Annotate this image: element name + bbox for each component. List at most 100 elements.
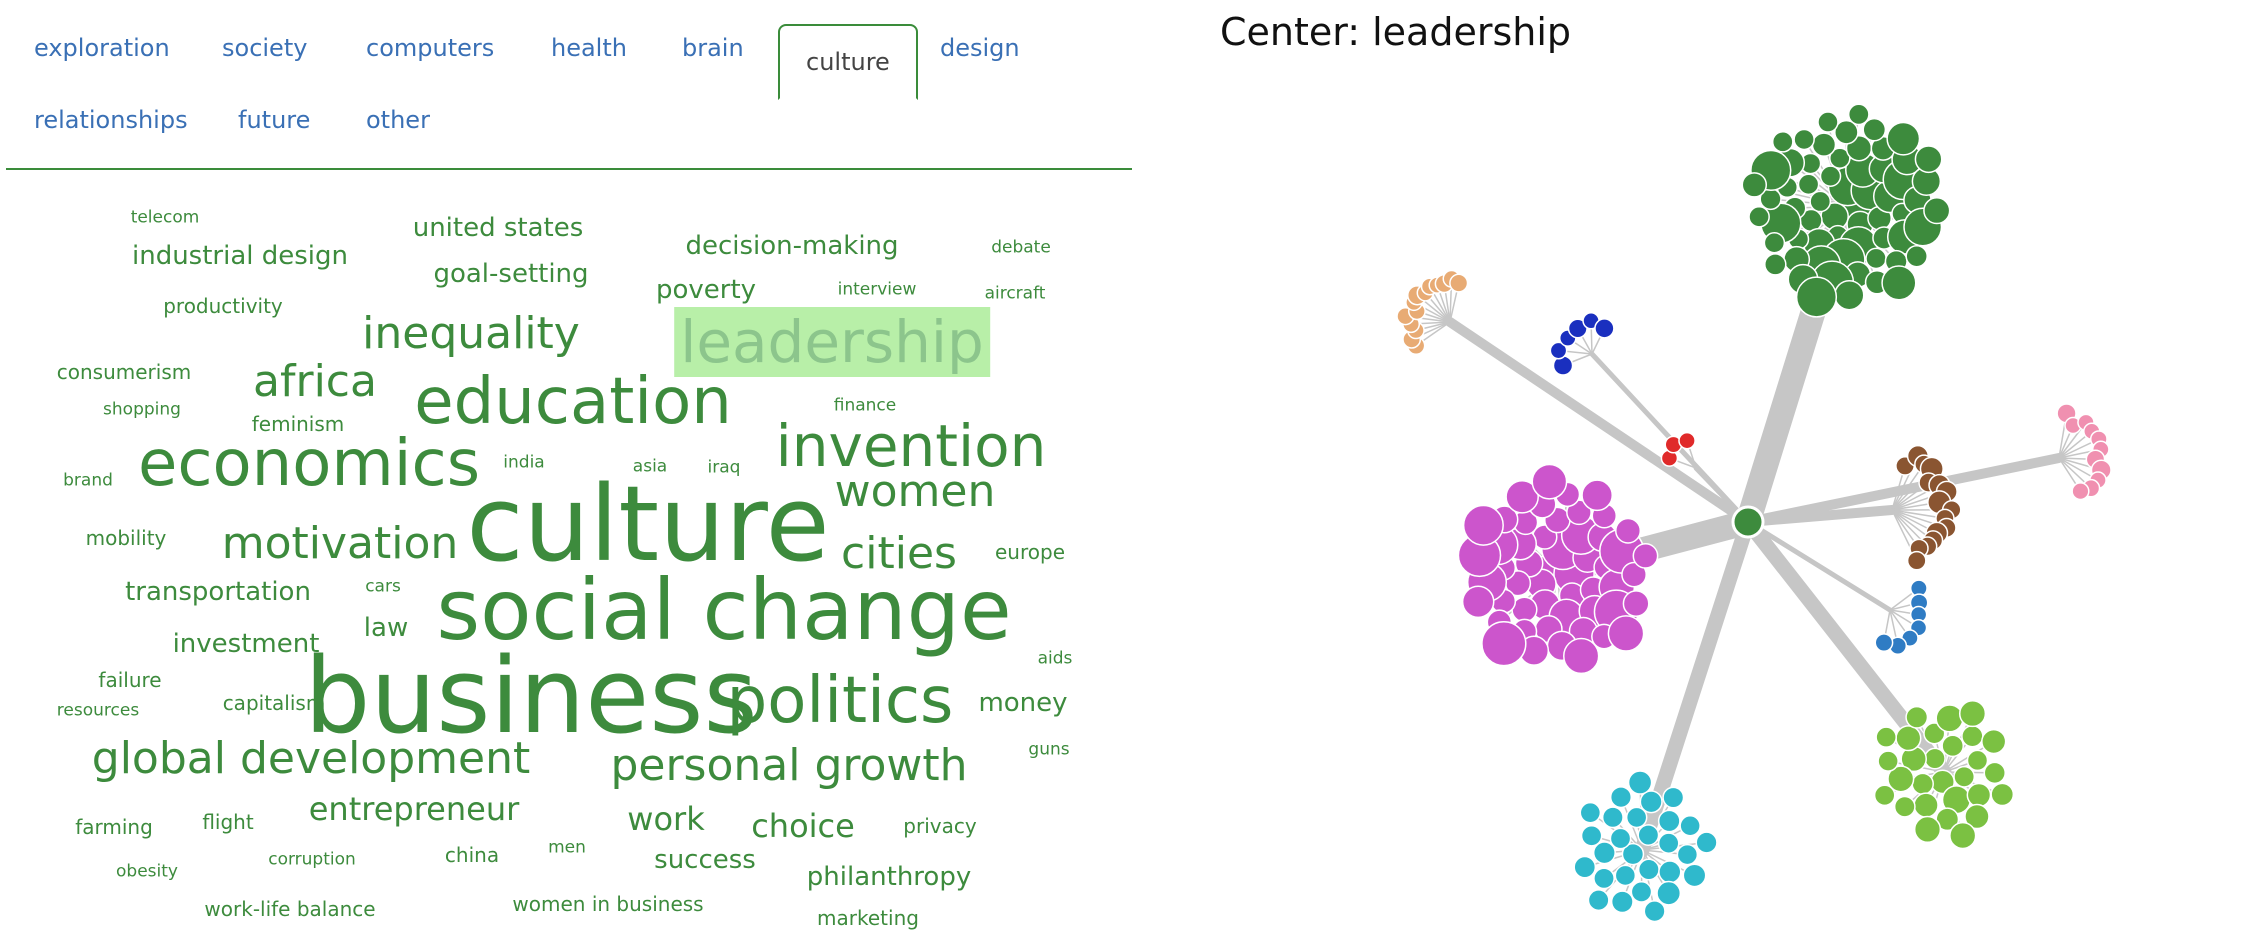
graph-node[interactable] — [1893, 795, 1916, 818]
graph-node[interactable] — [1531, 463, 1568, 500]
word-success[interactable]: success — [654, 845, 756, 875]
word-india[interactable]: india — [503, 452, 545, 473]
graph-node[interactable] — [1643, 900, 1666, 923]
tab-society[interactable]: society — [222, 34, 308, 62]
graph-node[interactable] — [1594, 318, 1615, 339]
word-interview[interactable]: interview — [837, 279, 917, 300]
graph-node[interactable] — [1887, 765, 1915, 793]
word-choice[interactable]: choice — [751, 807, 855, 845]
graph-node[interactable] — [1983, 761, 2006, 785]
graph-node[interactable] — [1981, 728, 2007, 755]
word-social-change[interactable]: social change — [436, 561, 1012, 659]
word-men[interactable]: men — [548, 837, 586, 858]
tab-relationships[interactable]: relationships — [34, 106, 188, 134]
graph-node[interactable] — [1886, 121, 1921, 156]
network-graph[interactable] — [1160, 70, 2248, 948]
graph-node[interactable] — [1795, 276, 1838, 318]
graph-node[interactable] — [1580, 824, 1603, 847]
word-work-life-balance[interactable]: work-life balance — [204, 897, 376, 921]
graph-node[interactable] — [1874, 633, 1894, 653]
word-women[interactable]: women — [834, 466, 996, 517]
word-privacy[interactable]: privacy — [903, 814, 977, 838]
graph-node[interactable] — [1587, 889, 1610, 912]
graph-node[interactable] — [1449, 273, 1469, 293]
word-brand[interactable]: brand — [63, 470, 113, 491]
graph-node[interactable] — [1566, 499, 1592, 526]
graph-node[interactable] — [1549, 341, 1568, 360]
word-aids[interactable]: aids — [1037, 648, 1073, 669]
tab-other[interactable]: other — [366, 106, 430, 134]
word-money[interactable]: money — [978, 688, 1068, 718]
word-business[interactable]: business — [304, 635, 758, 757]
word-finance[interactable]: finance — [833, 395, 897, 416]
word-debate[interactable]: debate — [991, 237, 1051, 258]
graph-node[interactable] — [1834, 119, 1859, 145]
word-goal-setting[interactable]: goal-setting — [433, 259, 589, 289]
word-economics[interactable]: economics — [137, 427, 481, 501]
tab-brain[interactable]: brain — [682, 34, 744, 62]
graph-node[interactable] — [1682, 863, 1707, 888]
word-personal-growth[interactable]: personal growth — [610, 740, 968, 791]
graph-node[interactable] — [1961, 725, 1984, 748]
graph-node[interactable] — [1462, 504, 1504, 546]
graph-node[interactable] — [1748, 206, 1770, 228]
graph-node[interactable] — [1763, 231, 1786, 254]
graph-node[interactable] — [1630, 880, 1653, 903]
tab-future[interactable]: future — [238, 106, 311, 134]
graph-node[interactable] — [1829, 147, 1851, 170]
word-investment[interactable]: investment — [172, 629, 320, 659]
word-women-in-business[interactable]: women in business — [512, 892, 704, 916]
word-decision-making[interactable]: decision-making — [685, 231, 899, 261]
graph-node[interactable] — [1581, 479, 1614, 512]
graph-node[interactable] — [1911, 772, 1934, 796]
graph-node[interactable] — [1819, 165, 1842, 187]
word-law[interactable]: law — [363, 613, 409, 643]
tab-health[interactable]: health — [551, 34, 627, 62]
word-cities[interactable]: cities — [841, 528, 957, 579]
graph-node[interactable] — [1657, 832, 1680, 854]
graph-node[interactable] — [1913, 815, 1942, 844]
graph-node[interactable] — [1966, 782, 1992, 808]
graph-node[interactable] — [1923, 747, 1946, 770]
word-motivation[interactable]: motivation — [221, 518, 459, 569]
graph-node[interactable] — [1941, 734, 1965, 758]
tab-exploration[interactable]: exploration — [34, 34, 170, 62]
graph-node[interactable] — [1877, 750, 1899, 772]
graph-node[interactable] — [1592, 841, 1616, 865]
word-china[interactable]: china — [444, 843, 500, 867]
graph-node[interactable] — [1461, 585, 1495, 619]
graph-node[interactable] — [1593, 867, 1615, 890]
tab-design[interactable]: design — [940, 34, 1020, 62]
word-productivity[interactable]: productivity — [163, 294, 283, 318]
word-entrepreneur[interactable]: entrepreneur — [308, 790, 520, 828]
graph-node[interactable] — [1615, 517, 1642, 544]
graph-node[interactable] — [1913, 792, 1939, 818]
word-work[interactable]: work — [627, 800, 705, 838]
graph-node[interactable] — [1678, 431, 1696, 450]
tab-computers[interactable]: computers — [366, 34, 495, 62]
graph-node[interactable] — [1637, 824, 1660, 846]
graph-node[interactable] — [1905, 244, 1928, 268]
graph-node[interactable] — [1563, 637, 1600, 675]
graph-node[interactable] — [1637, 858, 1660, 881]
graph-node[interactable] — [1793, 128, 1815, 151]
graph-node[interactable] — [1622, 590, 1650, 618]
word-transportation[interactable]: transportation — [125, 577, 311, 607]
graph-node[interactable] — [1905, 705, 1929, 729]
word-telecom[interactable]: telecom — [130, 207, 200, 228]
graph-node[interactable] — [1573, 855, 1597, 879]
word-marketing[interactable]: marketing — [817, 906, 919, 930]
word-africa[interactable]: africa — [253, 356, 377, 407]
graph-node[interactable] — [1964, 803, 1990, 830]
word-leadership[interactable]: leadership — [674, 307, 990, 377]
graph-node[interactable] — [1679, 815, 1701, 837]
graph-node[interactable] — [1817, 111, 1839, 133]
graph-node[interactable] — [1609, 827, 1632, 850]
word-guns[interactable]: guns — [1028, 739, 1070, 760]
graph-node[interactable] — [1873, 784, 1896, 807]
graph-node[interactable] — [1656, 880, 1682, 906]
graph-node[interactable] — [1579, 801, 1602, 824]
graph-node[interactable] — [1914, 145, 1943, 174]
graph-node[interactable] — [1875, 726, 1897, 748]
graph-node[interactable] — [1695, 831, 1718, 854]
